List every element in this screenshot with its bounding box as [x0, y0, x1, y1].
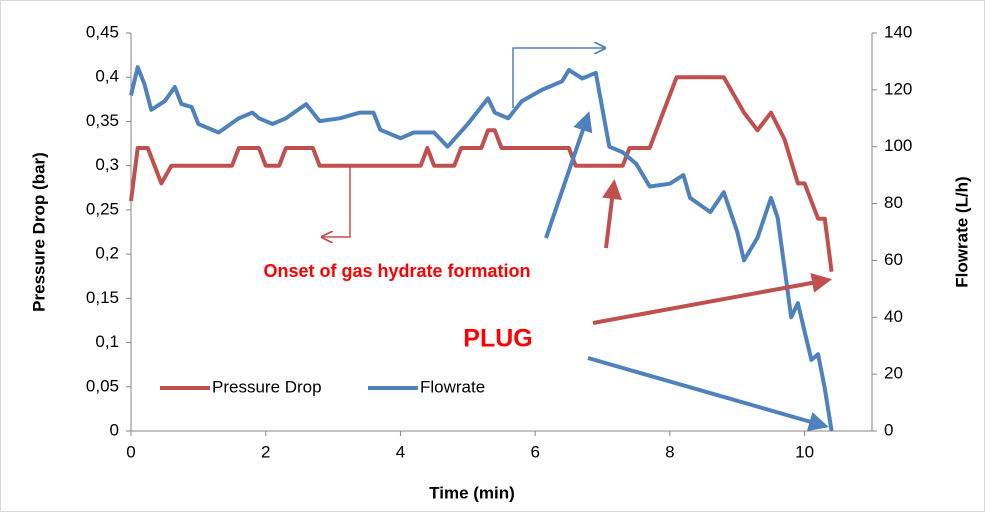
x-axis-title: Time (min)	[429, 483, 515, 502]
series-line	[129, 65, 834, 432]
y2-tick-label: 120	[884, 79, 912, 98]
y2-axis-title: Flowrate (L/h)	[952, 176, 971, 287]
arrow	[544, 111, 593, 239]
y-tick-label: 0,1	[95, 332, 119, 351]
series-line	[129, 75, 834, 273]
y2-tick-label: 40	[884, 307, 903, 326]
y-tick-label: 0,15	[86, 288, 119, 307]
legend-label: Pressure Drop	[212, 377, 322, 396]
y-tick-label: 0,35	[86, 111, 119, 130]
x-tick-label: 8	[665, 442, 674, 461]
y-tick-label: 0,25	[86, 199, 119, 218]
y-tick-label: 0,3	[95, 155, 119, 174]
arrow	[322, 165, 351, 237]
arrow	[512, 48, 605, 108]
x-tick-label: 10	[795, 442, 814, 461]
x-tick-label: 6	[530, 442, 539, 461]
y2-tick-label: 140	[884, 22, 912, 41]
y2-tick-label: 100	[884, 136, 912, 155]
arrow	[587, 356, 829, 432]
y-axis-title: Pressure Drop (bar)	[29, 152, 48, 312]
arrow	[602, 179, 622, 249]
x-tick-label: 4	[396, 442, 405, 461]
y2-tick-label: 20	[884, 364, 903, 383]
y-tick-label: 0,45	[86, 22, 119, 41]
annotation: PLUG	[463, 325, 532, 353]
x-tick-label: 2	[261, 442, 270, 461]
y-tick-label: 0	[110, 420, 119, 439]
y2-tick-label: 0	[884, 420, 893, 439]
plot: 0 2 4 6 8 1000,050,10,150,20,250,30,350,40,45…	[86, 22, 912, 461]
legend-label: Flowrate	[420, 377, 485, 396]
y-tick-label: 0,4	[95, 67, 119, 86]
y-tick-label: 0,2	[95, 244, 119, 263]
annotation: Onset of gas hydrate formation	[263, 261, 530, 281]
x-tick-label: 0	[126, 442, 135, 461]
y2-tick-label: 80	[884, 193, 903, 212]
y2-tick-label: 60	[884, 250, 903, 269]
y-tick-label: 0,05	[86, 376, 119, 395]
arrow	[592, 273, 832, 325]
